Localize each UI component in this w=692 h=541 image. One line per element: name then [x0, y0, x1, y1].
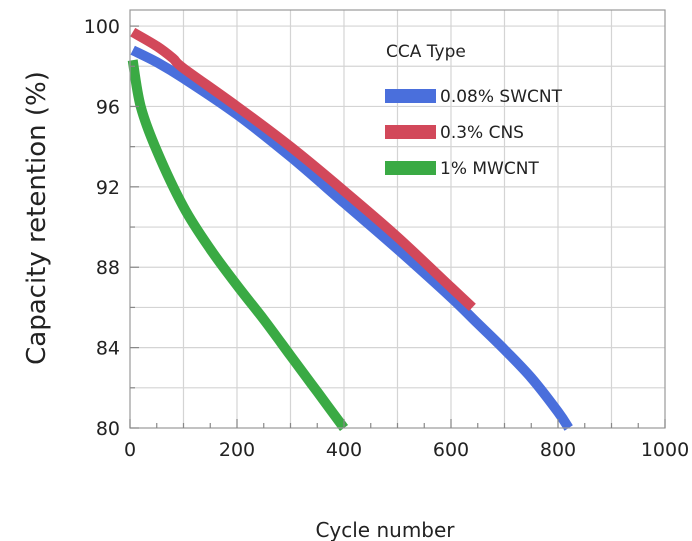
legend-swatch-0-08-swcnt — [385, 89, 436, 103]
series-line-1-mwcnt — [127, 59, 349, 431]
x-axis-title: Cycle number — [315, 518, 455, 541]
plot-lines — [127, 27, 573, 431]
legend-swatch-0-3-cns — [385, 125, 436, 139]
y-tick-label: 92 — [96, 177, 120, 199]
legend: CCA Type 0.08% SWCNT 0.3% CNS 1% MWCNT — [385, 42, 563, 179]
series-line-0-08-swcnt — [130, 45, 573, 431]
y-axis-title: Capacity retention (%) — [22, 71, 52, 365]
x-tick-label: 600 — [433, 439, 469, 461]
x-tick-label: 200 — [219, 439, 255, 461]
y-tick-label: 88 — [96, 257, 120, 279]
legend-title: CCA Type — [386, 42, 466, 62]
x-tick-label: 1000 — [641, 439, 689, 461]
legend-label-0-08-swcnt: 0.08% SWCNT — [440, 87, 563, 107]
series-line-0-3-cns — [130, 27, 476, 312]
legend-items: 0.08% SWCNT 0.3% CNS 1% MWCNT — [385, 87, 563, 179]
y-tick-label: 100 — [84, 16, 120, 38]
x-tick-label: 400 — [326, 439, 362, 461]
legend-label-0-3-cns: 0.3% CNS — [440, 123, 524, 143]
x-tick-label: 0 — [124, 439, 136, 461]
y-tick-label: 84 — [96, 338, 120, 360]
x-tick-label: 800 — [540, 439, 576, 461]
y-tick-label: 80 — [96, 418, 120, 440]
legend-swatch-1-mwcnt — [385, 161, 436, 175]
ticks — [129, 25, 666, 429]
grid — [130, 10, 665, 428]
y-tick-label: 96 — [96, 96, 120, 118]
legend-label-1-mwcnt: 1% MWCNT — [440, 159, 539, 179]
tick-labels: 0 200 400 600 800 1000 80 84 88 92 96 100 — [84, 16, 689, 461]
